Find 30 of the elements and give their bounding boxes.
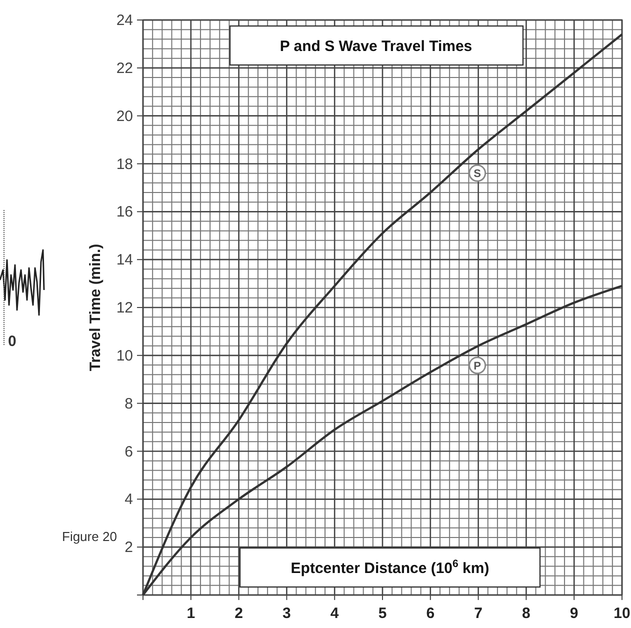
y-tick-label: 18 [116, 156, 133, 173]
x-tick-label: 9 [570, 605, 578, 622]
x-tick-label: 6 [426, 605, 435, 622]
y-tick-label: 22 [116, 60, 133, 77]
y-tick-label: 12 [116, 300, 133, 316]
y-tick-label: 6 [124, 443, 133, 460]
x-tick-label: 4 [330, 605, 340, 622]
x-tick-label: 8 [522, 605, 530, 622]
x-tick-label: 1 [186, 605, 196, 622]
x-axis-title: Eptcenter Distance (10$^{6}$ km) [290, 558, 490, 577]
y-tick-label: 8 [124, 395, 133, 412]
series-label: S [474, 168, 481, 180]
x-tick-label: 7 [474, 605, 482, 622]
y-tick-label: 16 [116, 204, 133, 221]
text: 0 [8, 333, 16, 350]
y-tick-label: 20 [116, 108, 133, 125]
title-panel: P and S Wave Travel Times [229, 25, 524, 66]
series-label: P [474, 360, 481, 372]
y-axis-title: Travel Time (min.) [87, 244, 104, 372]
axis-title-panel: Eptcenter Distance (10$^{6}$ km) [239, 547, 541, 588]
y-tick-label: 24 [116, 12, 133, 29]
x-tick-label: 3 [282, 605, 291, 622]
x-tick-label: 2 [234, 605, 243, 622]
y-tick-label: 10 [116, 347, 133, 364]
y-tick-label: 14 [116, 252, 133, 269]
x-tick-label: 10 [614, 605, 630, 622]
y-tick-label: 4 [124, 491, 133, 508]
x-tick-label: 5 [378, 605, 387, 622]
y-tick-label: 2 [124, 539, 133, 556]
caption: Figure 20 [62, 529, 117, 544]
